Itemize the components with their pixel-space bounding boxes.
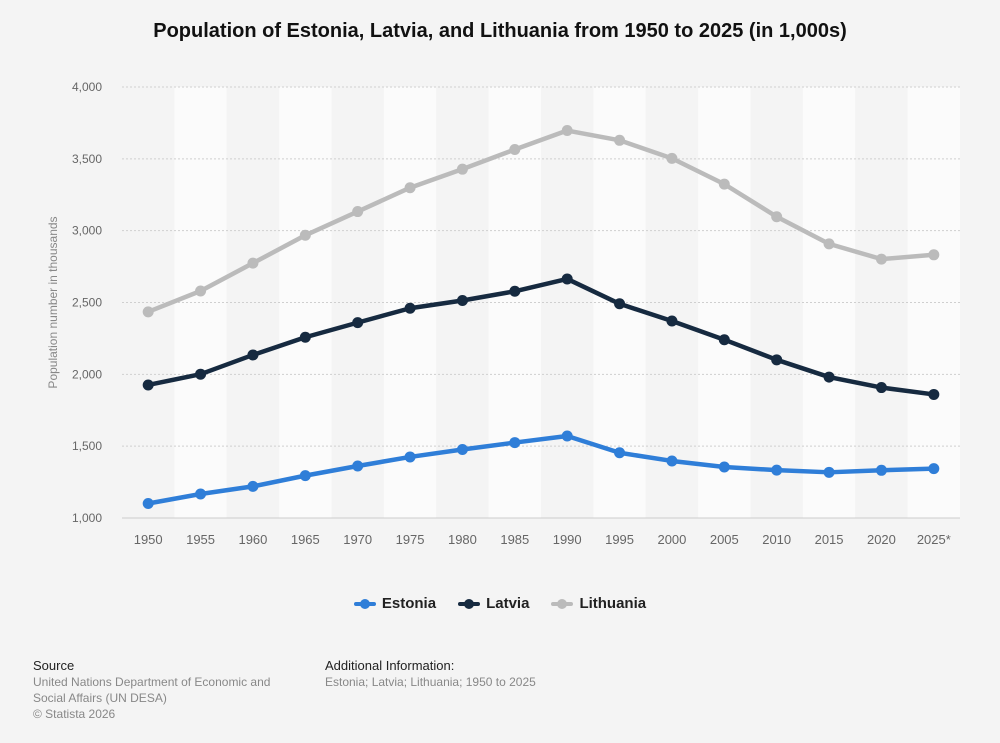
data-point-estonia (875, 464, 887, 476)
data-point-estonia (247, 480, 259, 492)
source-text: United Nations Department of Economic an… (33, 675, 271, 705)
legend-swatch (353, 598, 376, 609)
chart-title: Population of Estonia, Latvia, and Lithu… (153, 20, 847, 42)
data-point-estonia (561, 430, 573, 442)
data-point-estonia (195, 488, 207, 500)
series-line-estonia (145, 433, 937, 506)
x-tick-label: 1990 (553, 532, 582, 547)
additional-info-text: Estonia; Latvia; Lithuania; 1950 to 2025 (325, 675, 536, 689)
x-tick-label: 1970 (343, 532, 372, 547)
additional-info-block: Additional Information: Estonia; Latvia;… (325, 658, 725, 690)
y-tick-label: 4,000 (72, 80, 102, 94)
series-line-latvia (145, 276, 937, 397)
data-point-estonia (928, 463, 940, 475)
x-tick-label: 1975 (396, 532, 425, 547)
data-point-estonia (509, 437, 521, 449)
x-tick-label: 2005 (710, 532, 739, 547)
legend-label: Latvia (486, 595, 530, 612)
x-tick-label: 1980 (448, 532, 477, 547)
data-point-estonia (299, 470, 311, 482)
data-point-estonia (352, 460, 364, 472)
x-tick-label: 1955 (186, 532, 215, 547)
x-tick-label: 1950 (134, 532, 163, 547)
data-point-lithuania (614, 134, 626, 146)
data-point-latvia (875, 382, 887, 394)
y-tick-label: 2,000 (72, 367, 102, 381)
data-point-latvia (718, 334, 730, 346)
chart-legend: Estonia Latvia Lithuania (0, 595, 1000, 612)
data-point-estonia (666, 455, 678, 467)
x-tick-label: 1965 (291, 532, 320, 547)
data-point-latvia (771, 354, 783, 366)
data-point-lithuania (142, 306, 154, 318)
x-tick-label: 2025* (917, 532, 951, 547)
data-point-lithuania (666, 152, 678, 164)
legend-label: Estonia (381, 595, 437, 612)
data-point-estonia (404, 451, 416, 463)
y-tick-label: 1,500 (72, 439, 102, 453)
y-tick-label: 2,500 (72, 296, 102, 310)
x-tick-label: 2000 (657, 532, 686, 547)
data-point-latvia (666, 315, 678, 327)
data-point-latvia (509, 285, 521, 297)
legend-label: Lithuania (579, 595, 647, 612)
data-point-estonia (771, 464, 783, 476)
y-tick-label: 1,000 (72, 511, 102, 525)
data-point-latvia (404, 302, 416, 314)
x-tick-label: 1995 (605, 532, 634, 547)
additional-info-heading: Additional Information: (325, 658, 455, 673)
data-point-latvia (247, 349, 259, 361)
x-tick-label: 2015 (815, 532, 844, 547)
x-tick-label: 1985 (500, 532, 529, 547)
data-point-lithuania (509, 143, 521, 155)
data-point-latvia (614, 298, 626, 310)
data-point-estonia (614, 447, 626, 459)
legend-item-lithuania[interactable]: Lithuania (551, 595, 646, 612)
x-tick-label: 2020 (867, 532, 896, 547)
data-point-estonia (823, 466, 835, 478)
legend-item-latvia[interactable]: Latvia (458, 595, 529, 612)
data-point-lithuania (352, 206, 364, 218)
data-point-lithuania (718, 178, 730, 190)
data-point-lithuania (771, 211, 783, 223)
data-point-estonia (142, 497, 154, 509)
y-tick-label: 3,000 (72, 224, 102, 238)
y-axis-label: Population number in thousands (46, 216, 60, 388)
data-point-lithuania (561, 125, 573, 137)
data-point-lithuania (875, 253, 887, 265)
y-tick-label: 3,500 (72, 152, 102, 166)
series-line-lithuania (145, 128, 937, 315)
data-point-lithuania (928, 249, 940, 261)
data-point-latvia (195, 368, 207, 380)
x-tick-label: 1960 (238, 532, 267, 547)
legend-item-estonia[interactable]: Estonia (353, 595, 437, 612)
legend-swatch (551, 598, 574, 609)
data-point-lithuania (247, 257, 259, 269)
x-tick-label: 2010 (762, 532, 791, 547)
data-point-latvia (456, 294, 468, 306)
data-point-latvia (928, 388, 940, 400)
data-point-latvia (352, 317, 364, 329)
data-point-latvia (561, 273, 573, 285)
legend-swatch (458, 598, 481, 609)
data-point-latvia (299, 331, 311, 343)
copyright-text: © Statista 2026 (33, 707, 116, 721)
data-point-lithuania (823, 238, 835, 250)
data-point-lithuania (195, 285, 207, 297)
data-point-lithuania (456, 163, 468, 175)
data-point-estonia (456, 443, 468, 455)
data-point-estonia (718, 461, 730, 473)
data-point-latvia (823, 371, 835, 383)
source-block: Source United Nations Department of Econ… (33, 658, 303, 722)
data-point-lithuania (404, 182, 416, 194)
source-heading: Source (33, 658, 75, 673)
data-point-latvia (142, 379, 154, 391)
data-point-lithuania (299, 229, 311, 241)
